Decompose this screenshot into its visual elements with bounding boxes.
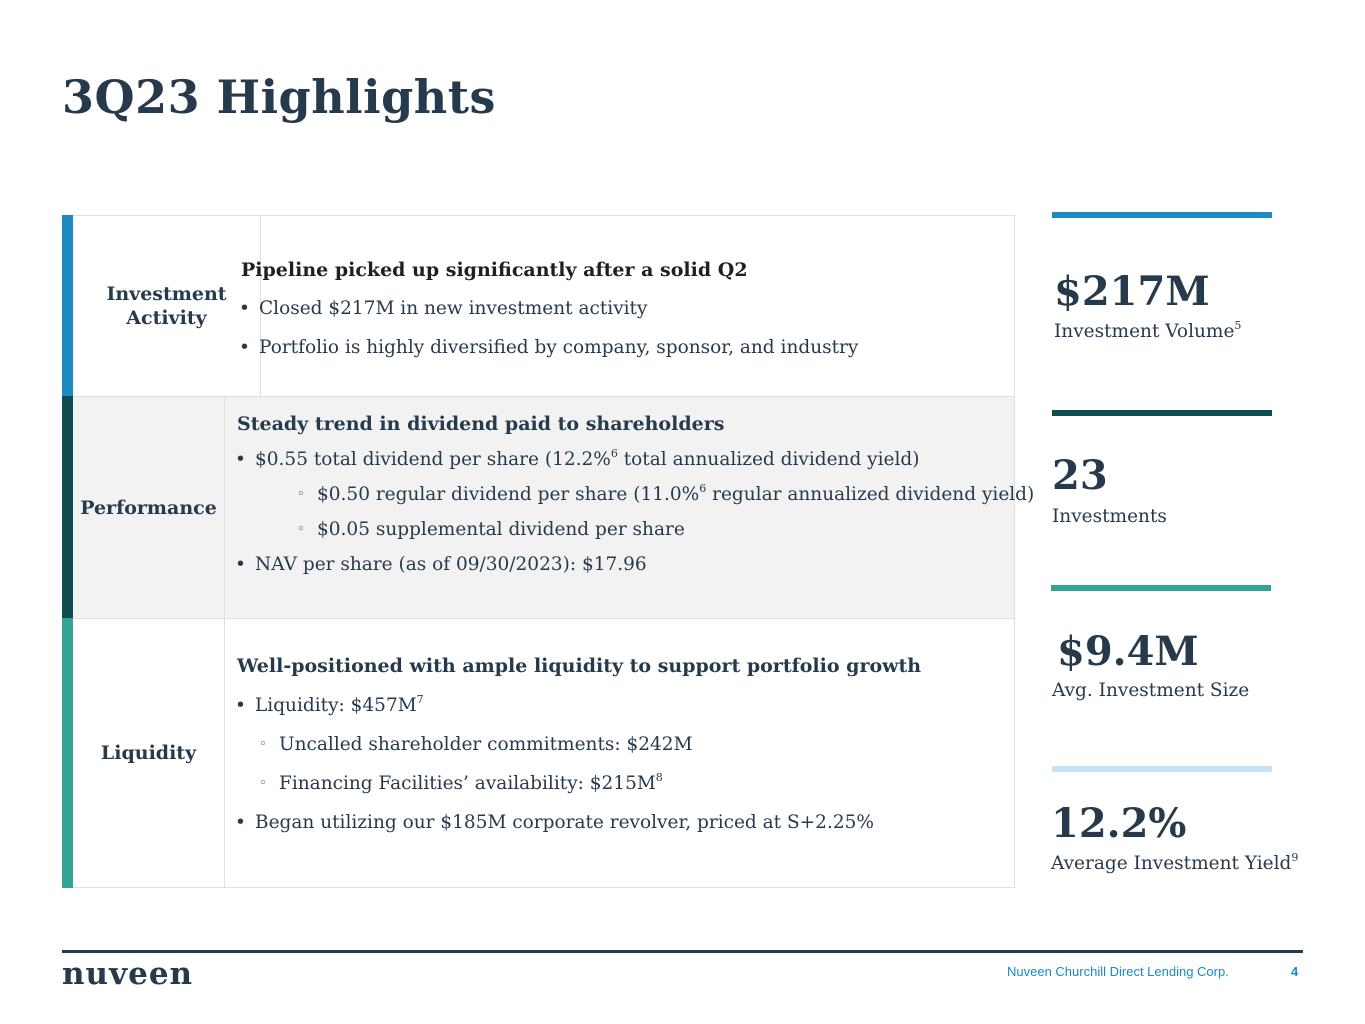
stat-accent-bar <box>1051 585 1271 591</box>
stat-accent-bar <box>1052 410 1272 416</box>
performance-row: Performance Steady trend in dividend pai… <box>62 396 1034 619</box>
list-item: • Closed $217M in new investment activity <box>239 298 648 319</box>
avg-investment-size-value: $9.4M <box>1057 628 1199 675</box>
investment-activity-label: Investment Activity <box>73 216 261 396</box>
investment-activity-content: Pipeline picked up significantly after a… <box>225 216 1014 396</box>
investment-activity-row: Investment Activity Pipeline picked up s… <box>62 215 1015 397</box>
avg-investment-yield-label: Average Investment Yield9 <box>1051 851 1299 874</box>
investment-volume-label: Investment Volume5 <box>1054 319 1242 342</box>
performance-heading: Steady trend in dividend paid to shareho… <box>237 413 725 435</box>
performance-content: Steady trend in dividend paid to shareho… <box>225 397 1034 618</box>
page-title: 3Q23 Highlights <box>62 70 496 124</box>
page-number: 4 <box>1291 964 1299 979</box>
list-item: • Portfolio is highly diversified by comp… <box>239 337 859 358</box>
liquidity-label: Liquidity <box>73 619 225 887</box>
highlights-table: Investment Activity Pipeline picked up s… <box>62 215 1034 888</box>
liquidity-row: Liquidity Well-positioned with ample liq… <box>62 618 1015 888</box>
liquidity-content: Well-positioned with ample liquidity to … <box>225 619 1014 887</box>
list-item: • NAV per share (as of 09/30/2023): $17.9… <box>235 554 647 575</box>
liquidity-heading: Well-positioned with ample liquidity to … <box>237 655 922 677</box>
liquidity-accent-bar <box>62 618 73 888</box>
performance-label: Performance <box>73 397 225 618</box>
investments-count-value: 23 <box>1052 452 1108 499</box>
list-subitem: ◦ $0.05 supplemental dividend per share <box>297 519 685 540</box>
investment-volume-value: $217M <box>1054 268 1210 315</box>
footer-divider <box>62 950 1303 953</box>
list-item: • Liquidity: $457M7 <box>235 693 424 716</box>
stat-accent-bar <box>1052 766 1272 772</box>
avg-investment-size-label: Avg. Investment Size <box>1052 680 1250 701</box>
list-subitem: ◦ Uncalled shareholder commitments: $242M <box>259 734 693 755</box>
list-subitem: ◦ Financing Facilities’ availability: $21… <box>259 771 663 794</box>
investment-activity-accent-bar <box>62 215 73 397</box>
footer-company-name: Nuveen Churchill Direct Lending Corp. <box>1007 964 1229 979</box>
investments-count-label: Investments <box>1052 506 1167 527</box>
list-item: • $0.55 total dividend per share (12.2%6 … <box>235 447 920 470</box>
avg-investment-yield-value: 12.2% <box>1051 800 1187 847</box>
list-subitem: ◦ $0.50 regular dividend per share (11.0%… <box>297 482 1035 505</box>
investment-activity-heading: Pipeline picked up significantly after a… <box>241 259 748 281</box>
performance-accent-bar <box>62 396 73 619</box>
stat-accent-bar <box>1052 212 1272 218</box>
list-item: • Began utilizing our $185M corporate rev… <box>235 812 874 833</box>
nuveen-logo: nuveen <box>62 956 194 992</box>
